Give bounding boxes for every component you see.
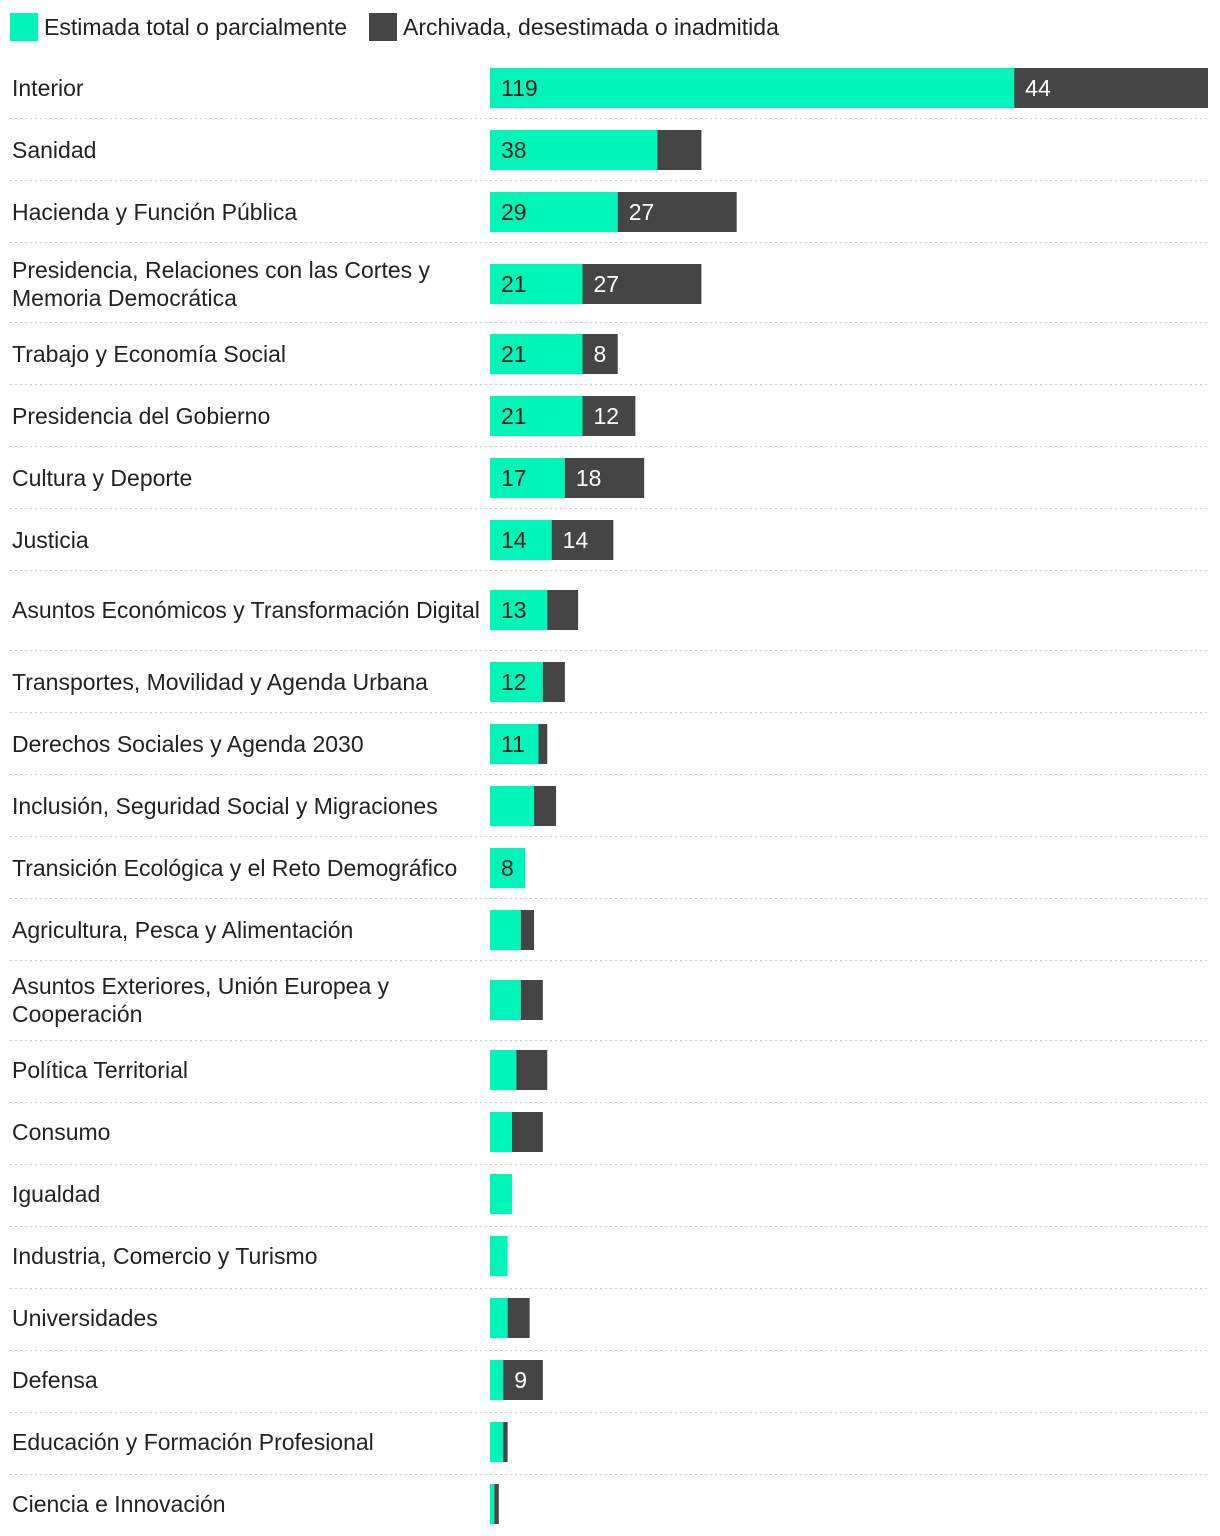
value-label-estimada: 21 — [501, 271, 527, 297]
bar-archivada — [507, 1298, 530, 1338]
bar-estimada — [490, 192, 618, 232]
category-label: Industria, Comercio y Turismo — [12, 1243, 318, 1269]
category-label: Transportes, Movilidad y Agenda Urbana — [12, 669, 428, 695]
value-label-archivada: 12 — [594, 403, 620, 429]
bar-estimada — [490, 1360, 504, 1400]
bar-estimada — [490, 1112, 513, 1152]
bar-estimada — [490, 130, 658, 170]
category-label: Universidades — [12, 1305, 158, 1331]
bar-estimada — [490, 1298, 508, 1338]
legend-swatch-estimada — [10, 13, 38, 41]
bar-archivada — [1014, 68, 1208, 108]
bar-archivada — [520, 980, 543, 1020]
bar-archivada — [538, 724, 548, 764]
category-label: Interior — [12, 75, 84, 101]
category-label: Hacienda y Función Pública — [12, 199, 298, 225]
value-label-archivada: 18 — [576, 465, 602, 491]
category-label: Defensa — [12, 1367, 98, 1393]
bar-estimada — [490, 848, 526, 888]
bar-archivada — [516, 1050, 548, 1090]
bar-archivada — [503, 1360, 543, 1400]
bar-estimada — [490, 1174, 513, 1214]
bar-estimada — [490, 1484, 495, 1524]
category-label: Derechos Sociales y Agenda 2030 — [12, 731, 364, 757]
category-label: Consumo — [12, 1119, 111, 1145]
bar-archivada — [547, 590, 579, 630]
category-label: Justicia — [12, 527, 89, 553]
bar-estimada — [490, 1050, 517, 1090]
value-label-estimada: 119 — [501, 75, 538, 101]
value-label-archivada: 9 — [514, 1367, 527, 1393]
value-label-archivada: 44 — [1025, 75, 1051, 101]
value-label-archivada: 8 — [594, 341, 607, 367]
value-label-estimada: 12 — [501, 669, 527, 695]
chart-legend: Estimada total o parcialmente Archivada,… — [10, 10, 801, 44]
legend-label-estimada: Estimada total o parcialmente — [44, 13, 347, 40]
value-label-archivada: 27 — [629, 199, 655, 225]
bar-archivada — [534, 786, 557, 826]
value-label-archivada: 27 — [594, 271, 620, 297]
bar-archivada — [582, 264, 702, 304]
category-label: Educación y Formación Profesional — [12, 1429, 374, 1455]
category-label: Igualdad — [12, 1181, 101, 1207]
bar-estimada — [490, 662, 543, 702]
bar-archivada — [494, 1484, 499, 1524]
bar-estimada — [490, 724, 539, 764]
bar-archivada — [551, 520, 614, 560]
bar-estimada — [490, 458, 565, 498]
bar-archivada — [617, 192, 737, 232]
legend-item-archivada: Archivada, desestimada o inadmitida — [369, 13, 779, 41]
bar-estimada — [490, 396, 583, 436]
category-label: Presidencia, Relaciones con las Cortes y… — [12, 257, 431, 311]
value-label-estimada: 17 — [501, 465, 527, 491]
legend-label-archivada: Archivada, desestimada o inadmitida — [403, 13, 779, 40]
category-label: Política Territorial — [12, 1057, 188, 1083]
category-label: Cultura y Deporte — [12, 465, 193, 491]
bar-archivada — [512, 1112, 543, 1152]
bar-archivada — [564, 458, 645, 498]
bar-estimada — [490, 910, 521, 950]
category-label: Presidencia del Gobierno — [12, 403, 271, 429]
value-label-estimada: 14 — [501, 527, 527, 553]
category-label: Agricultura, Pesca y Alimentación — [12, 917, 354, 943]
value-label-estimada: 11 — [501, 731, 525, 757]
bar-estimada — [490, 1422, 504, 1462]
bar-estimada — [490, 264, 583, 304]
bar-estimada — [490, 980, 521, 1020]
value-label-estimada: 21 — [501, 403, 527, 429]
category-label: Ciencia e Innovación — [12, 1491, 226, 1517]
category-label: Asuntos Exteriores, Unión Europea y Coop… — [12, 973, 390, 1027]
category-label: Asuntos Económicos y Transformación Digi… — [12, 597, 480, 623]
bar-archivada — [582, 396, 636, 436]
value-label-estimada: 29 — [501, 199, 527, 225]
bar-estimada — [490, 590, 548, 630]
value-label-estimada: 13 — [501, 597, 527, 623]
bar-archivada — [582, 334, 618, 374]
bar-archivada — [657, 130, 702, 170]
bar-estimada — [490, 68, 1015, 108]
value-label-estimada: 38 — [501, 137, 527, 163]
category-label: Transición Ecológica y el Reto Demográfi… — [12, 855, 458, 881]
legend-swatch-archivada — [369, 13, 397, 41]
category-label: Trabajo y Economía Social — [12, 341, 287, 367]
bar-archivada — [520, 910, 535, 950]
legend-item-estimada: Estimada total o parcialmente — [10, 13, 347, 41]
bar-estimada — [490, 334, 583, 374]
bar-archivada — [503, 1422, 508, 1462]
bar-estimada — [490, 786, 535, 826]
category-label: Inclusión, Seguridad Social y Migracione… — [12, 793, 438, 819]
value-label-estimada: 21 — [501, 341, 527, 367]
bar-archivada — [542, 662, 565, 702]
bar-estimada — [490, 520, 552, 560]
bar-estimada — [490, 1236, 508, 1276]
value-label-estimada: 8 — [501, 855, 514, 881]
category-label: Sanidad — [12, 137, 97, 163]
value-label-archivada: 14 — [563, 527, 589, 553]
